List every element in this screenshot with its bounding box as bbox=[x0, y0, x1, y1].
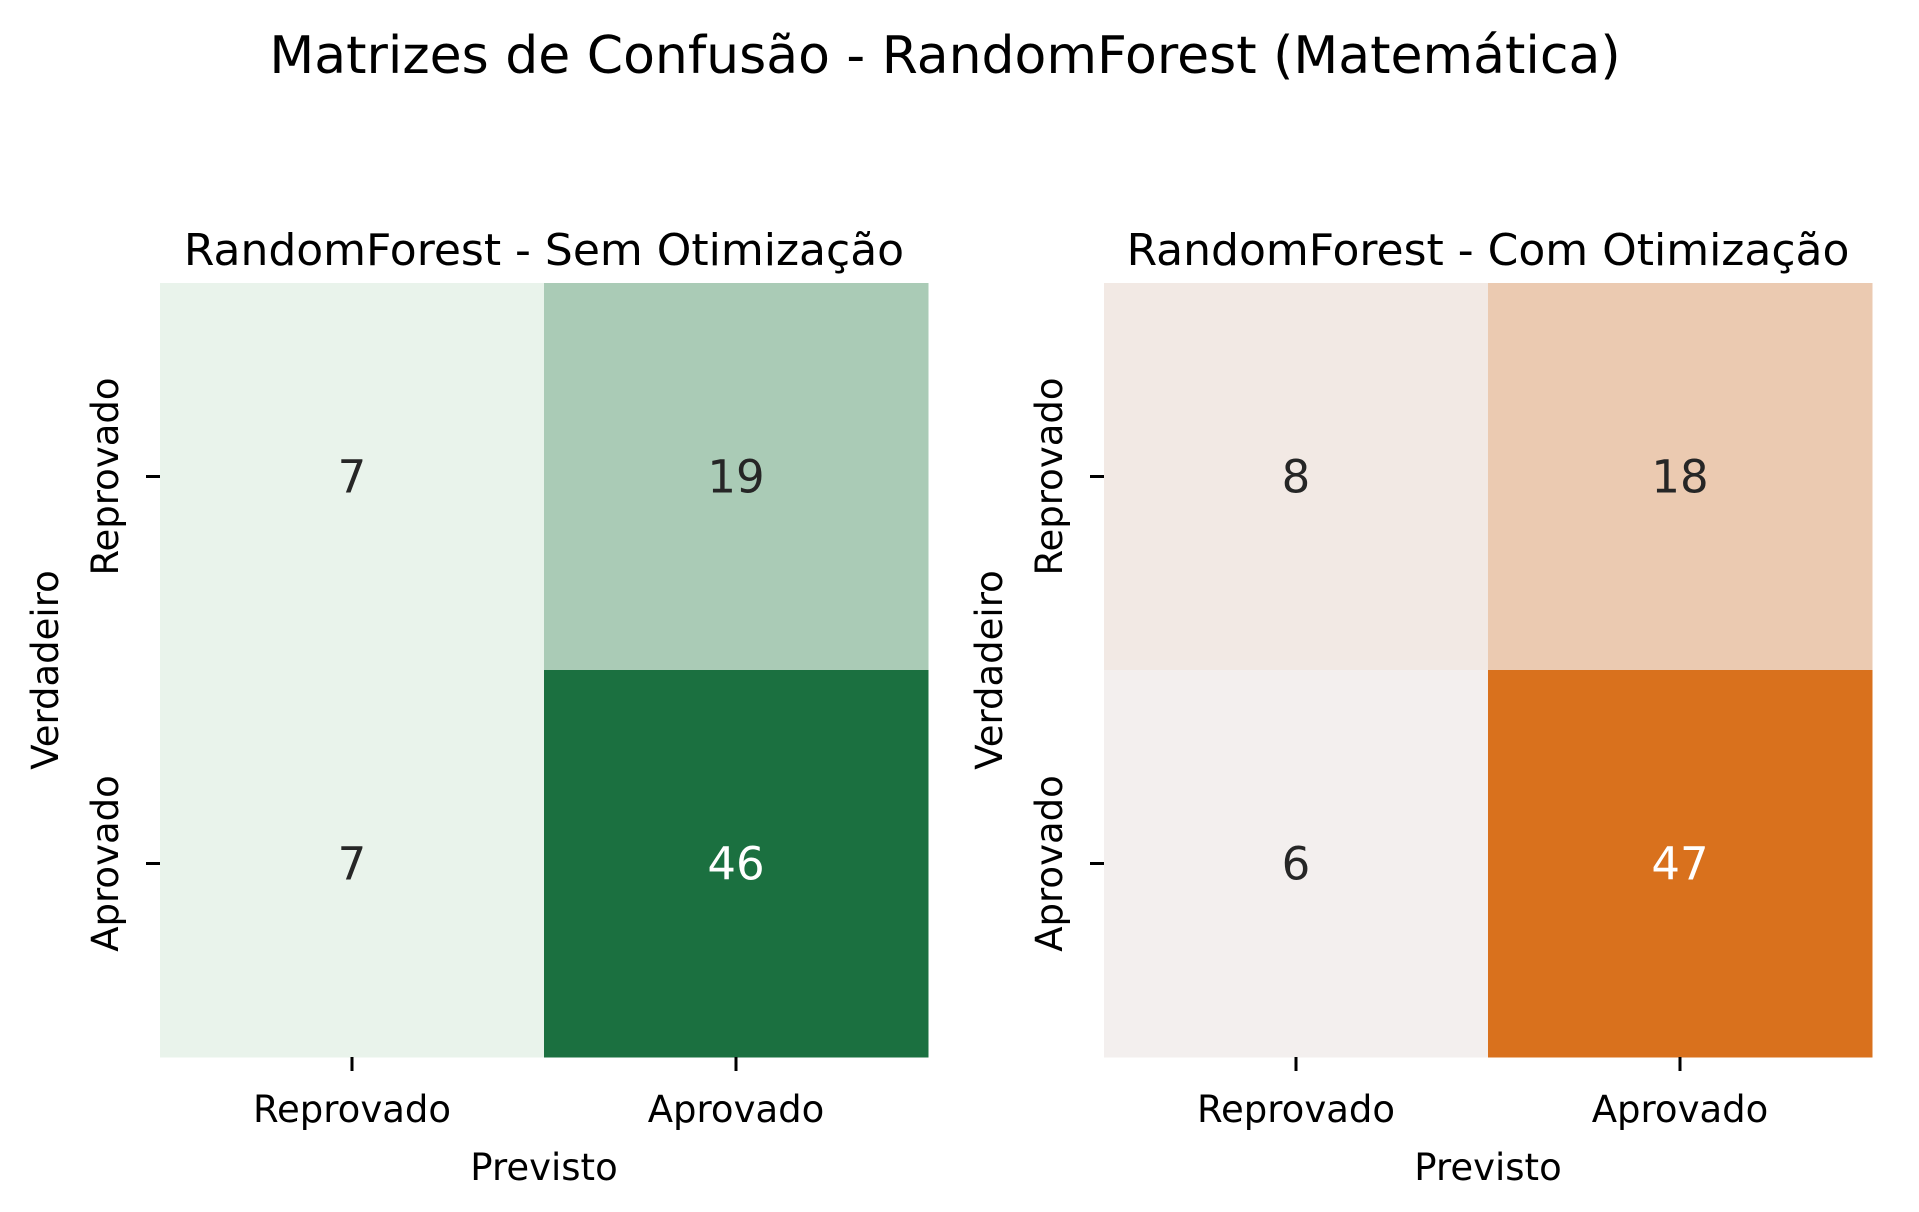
y-tick-label: Reprovado bbox=[1028, 377, 1071, 575]
heatmap-cell-reprovado-aprovado bbox=[544, 283, 929, 671]
heatmap-title: RandomForest - Com Otimização bbox=[1127, 225, 1850, 276]
y-tick-label: Aprovado bbox=[84, 775, 127, 952]
y-axis-label: Verdadeiro bbox=[24, 570, 67, 770]
cell-value-label: 47 bbox=[1651, 838, 1708, 891]
y-tick-label: Aprovado bbox=[1028, 775, 1071, 952]
heatmap-cell-reprovado-aprovado bbox=[1488, 283, 1873, 671]
heatmap-cell-reprovado-reprovado bbox=[1104, 283, 1489, 671]
cell-value-label: 19 bbox=[707, 451, 764, 504]
heatmap-cell-aprovado-reprovado bbox=[160, 670, 545, 1058]
heatmap-cell-aprovado-aprovado bbox=[1488, 670, 1873, 1058]
heatmap-panel-com-otimizacao: RandomForest - Com Otimização 8 18 6 47 Repro… bbox=[968, 225, 1873, 1189]
cell-value-label: 46 bbox=[707, 838, 764, 891]
cell-value-label: 8 bbox=[1282, 451, 1311, 504]
heatmap-cell-aprovado-reprovado bbox=[1104, 670, 1489, 1058]
y-axis-label: Verdadeiro bbox=[968, 570, 1011, 770]
x-tick-label: Reprovado bbox=[253, 1088, 451, 1131]
x-tick-label: Aprovado bbox=[1592, 1088, 1769, 1131]
x-axis-label: Previsto bbox=[1414, 1146, 1561, 1189]
cell-value-label: 18 bbox=[1651, 451, 1708, 504]
cell-value-label: 7 bbox=[338, 451, 367, 504]
cell-value-label: 6 bbox=[1282, 838, 1311, 891]
heatmap-panel-sem-otimizacao: RandomForest - Sem Otimização 7 19 7 46 Repro… bbox=[24, 225, 929, 1189]
x-tick-label: Aprovado bbox=[648, 1088, 825, 1131]
heatmap-title: RandomForest - Sem Otimização bbox=[184, 225, 904, 276]
figure-title: Matrizes de Confusão - RandomForest (Mat… bbox=[269, 26, 1620, 86]
heatmap-cell-aprovado-aprovado bbox=[544, 670, 929, 1058]
heatmap-cell-reprovado-reprovado bbox=[160, 283, 545, 671]
y-tick-label: Reprovado bbox=[84, 377, 127, 575]
x-axis-label: Previsto bbox=[470, 1146, 617, 1189]
cell-value-label: 7 bbox=[338, 838, 367, 891]
x-tick-label: Reprovado bbox=[1197, 1088, 1395, 1131]
